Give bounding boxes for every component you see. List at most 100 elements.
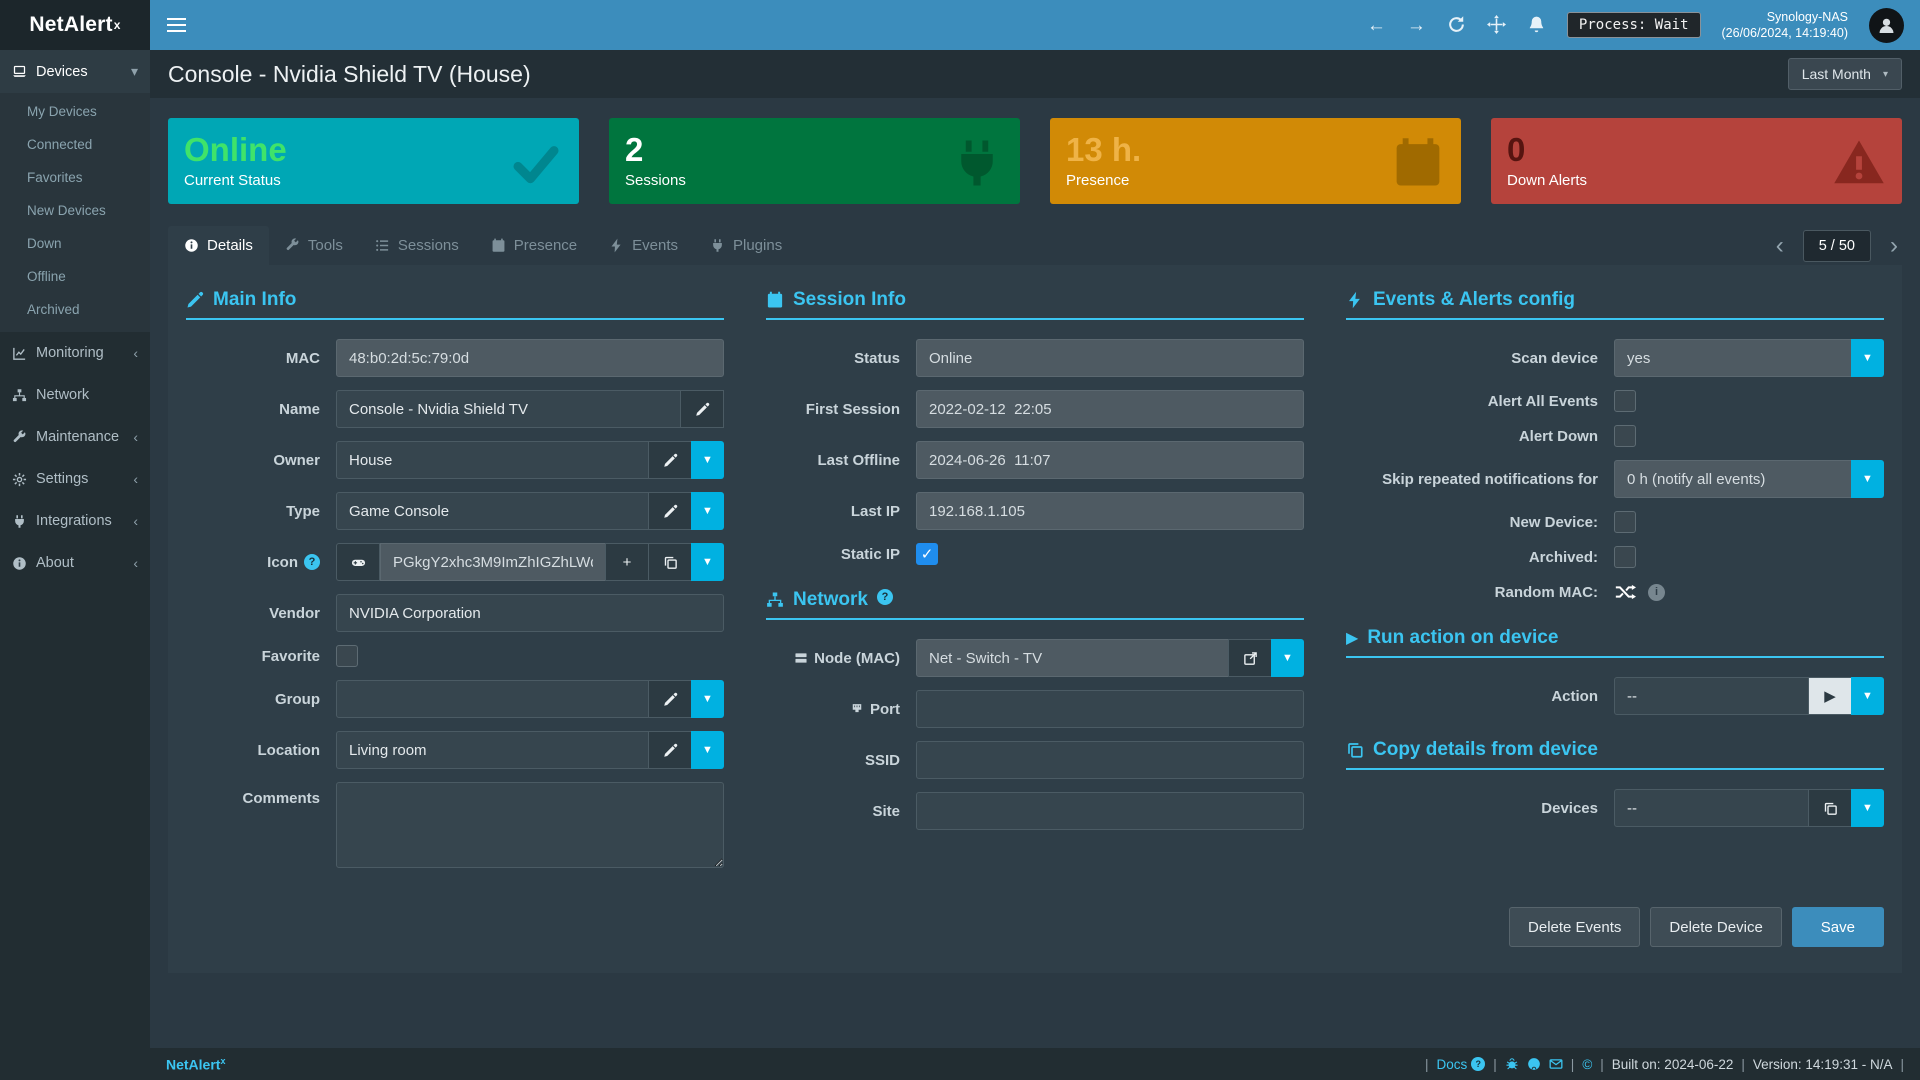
email-link[interactable] <box>1549 1057 1563 1071</box>
icon-dropdown-button[interactable]: ▼ <box>691 543 724 581</box>
last-offline-input[interactable] <box>916 441 1304 479</box>
group-dropdown-button[interactable]: ▼ <box>691 680 724 718</box>
type-input[interactable] <box>336 492 649 530</box>
github-link[interactable] <box>1527 1057 1541 1071</box>
sidebar-item-about[interactable]: About ‹ <box>0 542 150 584</box>
section-title: Session Info <box>793 289 906 310</box>
sidebar-item-archived[interactable]: Archived <box>27 302 80 317</box>
sidebar-item-connected[interactable]: Connected <box>27 137 93 152</box>
node-input[interactable] <box>916 639 1229 677</box>
save-button[interactable]: Save <box>1791 907 1884 947</box>
tab-details[interactable]: Details <box>168 226 269 265</box>
edit-name-button[interactable] <box>680 390 724 428</box>
card-sessions[interactable]: 2 Sessions <box>609 118 1020 204</box>
static-ip-checkbox[interactable]: ✓ <box>916 543 938 565</box>
next-device-button[interactable]: › <box>1890 231 1898 259</box>
move-icon[interactable] <box>1486 14 1506 36</box>
copy-devices-label: Devices <box>1541 799 1598 817</box>
site-input[interactable] <box>916 792 1304 830</box>
sidebar-item-settings[interactable]: Settings ‹ <box>0 458 150 500</box>
archived-checkbox[interactable] <box>1614 546 1636 568</box>
name-input[interactable] <box>336 390 681 428</box>
prev-device-button[interactable]: ‹ <box>1775 231 1784 259</box>
sidebar-item-offline[interactable]: Offline <box>27 269 66 284</box>
tab-sessions[interactable]: Sessions <box>359 226 475 265</box>
sidebar-item-my-devices[interactable]: My Devices <box>27 104 97 119</box>
skip-notifications-select[interactable] <box>1614 460 1852 498</box>
avatar[interactable] <box>1869 7 1904 43</box>
footer-brand-sup: x <box>220 1055 226 1066</box>
favorite-checkbox[interactable] <box>336 645 358 667</box>
node-dropdown-button[interactable]: ▼ <box>1271 639 1304 677</box>
edit-owner-button[interactable] <box>648 441 692 479</box>
alert-all-events-checkbox[interactable] <box>1614 390 1636 412</box>
delete-events-button[interactable]: Delete Events <box>1509 907 1641 947</box>
caret-down-icon: ▼ <box>1862 802 1873 814</box>
card-presence[interactable]: 13 h. Presence <box>1050 118 1461 204</box>
vendor-input[interactable] <box>336 594 724 632</box>
sidebar-item-favorites[interactable]: Favorites <box>27 170 83 185</box>
mac-input[interactable] <box>336 339 724 377</box>
group-input[interactable] <box>336 680 649 718</box>
add-icon-button[interactable]: + <box>605 543 649 581</box>
edit-type-button[interactable] <box>648 492 692 530</box>
sidebar-item-new-devices[interactable]: New Devices <box>27 203 106 218</box>
copy-icon-button[interactable] <box>648 543 692 581</box>
action-dropdown-button[interactable]: ▼ <box>1851 677 1884 715</box>
icon-base64-input[interactable] <box>380 543 606 581</box>
port-input[interactable] <box>916 690 1304 728</box>
ssid-input[interactable] <box>916 741 1304 779</box>
location-dropdown-button[interactable]: ▼ <box>691 731 724 769</box>
comments-textarea[interactable] <box>336 782 724 868</box>
alert-down-checkbox[interactable] <box>1614 425 1636 447</box>
card-current-status[interactable]: Online Current Status <box>168 118 579 204</box>
period-select[interactable]: Last Month ▾ <box>1787 58 1902 90</box>
back-arrow-icon[interactable]: ← <box>1366 14 1386 36</box>
forward-arrow-icon[interactable]: → <box>1406 14 1426 36</box>
sidebar-item-network[interactable]: Network <box>0 374 150 416</box>
type-dropdown-button[interactable]: ▼ <box>691 492 724 530</box>
bell-icon[interactable] <box>1527 15 1546 36</box>
hamburger-menu-icon[interactable] <box>150 0 202 50</box>
tab-presence[interactable]: Presence <box>475 226 593 265</box>
brand-logo[interactable]: NetAlert x <box>0 0 150 50</box>
sidebar-item-monitoring[interactable]: Monitoring ‹ <box>0 332 150 374</box>
shuffle-icon[interactable] <box>1614 581 1636 603</box>
owner-input[interactable] <box>336 441 649 479</box>
tab-tools[interactable]: Tools <box>269 226 359 265</box>
new-device-checkbox[interactable] <box>1614 511 1636 533</box>
bug-report-link[interactable] <box>1505 1057 1519 1071</box>
owner-dropdown-button[interactable]: ▼ <box>691 441 724 479</box>
copy-devices-dropdown-button[interactable]: ▼ <box>1851 789 1884 827</box>
scan-device-select[interactable] <box>1614 339 1852 377</box>
sidebar-item-down[interactable]: Down <box>27 236 62 251</box>
run-action-button[interactable]: ▶ <box>1808 677 1852 715</box>
skip-notifications-dropdown-button[interactable]: ▼ <box>1851 460 1884 498</box>
process-status-badge[interactable]: Process: Wait <box>1566 12 1701 38</box>
icon-preview-button[interactable] <box>336 543 380 581</box>
location-input[interactable] <box>336 731 649 769</box>
edit-group-button[interactable] <box>648 680 692 718</box>
edit-location-button[interactable] <box>648 731 692 769</box>
first-session-input[interactable] <box>916 390 1304 428</box>
copy-from-device-button[interactable] <box>1808 789 1852 827</box>
refresh-icon[interactable] <box>1447 14 1466 36</box>
tab-events[interactable]: Events <box>593 226 694 265</box>
sidebar-item-integrations[interactable]: Integrations ‹ <box>0 500 150 542</box>
main-content: Console - Nvidia Shield TV (House) Last … <box>150 50 1920 1048</box>
copy-devices-select[interactable] <box>1614 789 1809 827</box>
sidebar-item-devices[interactable]: Devices ▾ <box>0 50 150 93</box>
last-ip-input[interactable] <box>916 492 1304 530</box>
tab-plugins[interactable]: Plugins <box>694 226 798 265</box>
copyright-link[interactable]: © <box>1582 1056 1593 1072</box>
sidebar-item-maintenance[interactable]: Maintenance ‹ <box>0 416 150 458</box>
network-header: Network ? <box>766 589 1304 620</box>
footer-brand[interactable]: NetAlertx <box>166 1056 225 1073</box>
delete-device-button[interactable]: Delete Device <box>1650 907 1782 947</box>
open-node-button[interactable] <box>1228 639 1272 677</box>
scan-device-dropdown-button[interactable]: ▼ <box>1851 339 1884 377</box>
docs-link[interactable]: Docs? <box>1437 1056 1486 1072</box>
card-down-alerts[interactable]: 0 Down Alerts <box>1491 118 1902 204</box>
status-input[interactable] <box>916 339 1304 377</box>
action-select[interactable] <box>1614 677 1809 715</box>
